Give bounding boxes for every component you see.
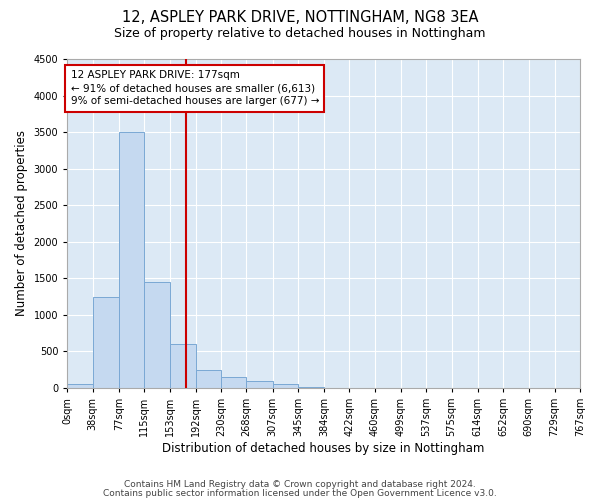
Bar	[170, 344, 196, 388]
Bar	[119, 132, 144, 388]
Text: 12, ASPLEY PARK DRIVE, NOTTINGHAM, NG8 3EA: 12, ASPLEY PARK DRIVE, NOTTINGHAM, NG8 3…	[122, 10, 478, 25]
Bar	[247, 380, 272, 388]
Text: Contains public sector information licensed under the Open Government Licence v3: Contains public sector information licen…	[103, 488, 497, 498]
Bar	[272, 384, 298, 388]
Y-axis label: Number of detached properties: Number of detached properties	[15, 130, 28, 316]
Bar	[67, 384, 93, 388]
Bar	[298, 387, 324, 388]
X-axis label: Distribution of detached houses by size in Nottingham: Distribution of detached houses by size …	[163, 442, 485, 455]
Bar	[196, 370, 221, 388]
Bar	[144, 282, 170, 388]
Text: Contains HM Land Registry data © Crown copyright and database right 2024.: Contains HM Land Registry data © Crown c…	[124, 480, 476, 489]
Text: Size of property relative to detached houses in Nottingham: Size of property relative to detached ho…	[114, 28, 486, 40]
Bar	[93, 296, 119, 388]
Bar	[221, 377, 247, 388]
Text: 12 ASPLEY PARK DRIVE: 177sqm
← 91% of detached houses are smaller (6,613)
9% of : 12 ASPLEY PARK DRIVE: 177sqm ← 91% of de…	[71, 70, 319, 106]
